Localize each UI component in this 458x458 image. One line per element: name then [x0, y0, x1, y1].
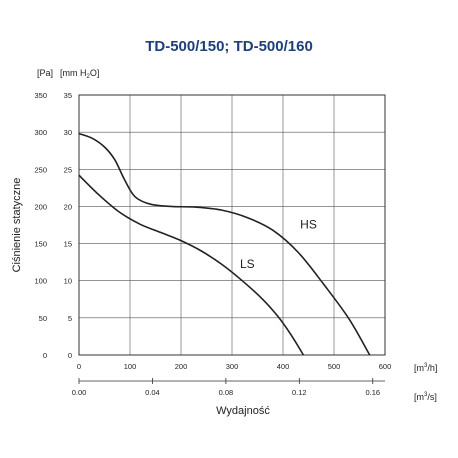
- y-tick-labels: 0 0 50 5 100 10 150 15 200 20 250 25 300 30 350 35: [34, 91, 72, 360]
- x-axis-label: Wydajność: [216, 405, 270, 417]
- y-unit-mm: [mm H2O]: [60, 68, 99, 80]
- y-unit-mm-end: O]: [90, 68, 100, 78]
- plot-frame: [78, 94, 386, 356]
- x-unit-main-sup: 3: [424, 363, 428, 369]
- y-tick-pa: 250: [34, 165, 47, 174]
- y-tick-mm: 30: [64, 128, 72, 137]
- x2-tick: 0.00: [72, 388, 87, 397]
- y-tick-pa: 200: [34, 202, 47, 211]
- x-tick: 200: [175, 362, 188, 371]
- y-tick-pa: 350: [34, 91, 47, 100]
- x-unit-secondary-a: [m: [414, 392, 424, 402]
- x-tick: 400: [277, 362, 290, 371]
- x2-tick: 0.16: [365, 388, 380, 397]
- x2-tick: 0.12: [292, 388, 307, 397]
- x-unit-main-a: [m: [414, 363, 424, 373]
- x-tick: 100: [124, 362, 137, 371]
- y-tick-pa: 0: [43, 351, 47, 360]
- x-tick: 500: [328, 362, 341, 371]
- x2-tick: 0.08: [219, 388, 234, 397]
- series-label-ls: LS: [240, 257, 255, 271]
- x-unit-main-end: /h]: [427, 363, 437, 373]
- y-unit-mm-sub: 2: [87, 74, 91, 80]
- y-tick-pa: 50: [39, 314, 47, 323]
- y-tick-pa: 100: [34, 277, 47, 286]
- y-unit-pa: [Pa]: [37, 68, 53, 78]
- secondary-x-axis: 0.00 0.04 0.08 0.12 0.16: [72, 378, 385, 397]
- x-unit-secondary-sup: 3: [424, 392, 428, 398]
- x-tick: 0: [77, 362, 81, 371]
- y-axis-label: Ciśnienie statyczne: [11, 178, 23, 273]
- y-tick-mm: 20: [64, 202, 72, 211]
- grid: [79, 95, 385, 355]
- series-line-hs: [78, 132, 371, 356]
- x2-tick: 0.04: [145, 388, 160, 397]
- y-tick-mm: 35: [64, 91, 72, 100]
- y-tick-mm: 10: [64, 277, 72, 286]
- x-unit-secondary: [m3/s]: [414, 392, 437, 402]
- series-line-ls: [78, 174, 305, 356]
- x-unit-main: [m3/h]: [414, 363, 437, 373]
- y-unit-mm-main: [mm H: [60, 68, 87, 78]
- x-tick: 300: [226, 362, 239, 371]
- series-label-hs: HS: [300, 218, 317, 232]
- y-tick-mm: 15: [64, 240, 72, 249]
- x-tick: 600: [379, 362, 392, 371]
- y-tick-mm: 25: [64, 165, 72, 174]
- series-group: HS LS: [78, 132, 371, 356]
- y-tick-pa: 150: [34, 240, 47, 249]
- chart-title: TD-500/150; TD-500/160: [145, 38, 313, 55]
- y-tick-pa: 300: [34, 128, 47, 137]
- y-tick-mm: 5: [68, 314, 72, 323]
- x-unit-secondary-end: /s]: [427, 392, 437, 402]
- x-tick-labels: 0 100 200 300 400 500 600: [77, 362, 391, 371]
- y-tick-mm: 0: [68, 351, 72, 360]
